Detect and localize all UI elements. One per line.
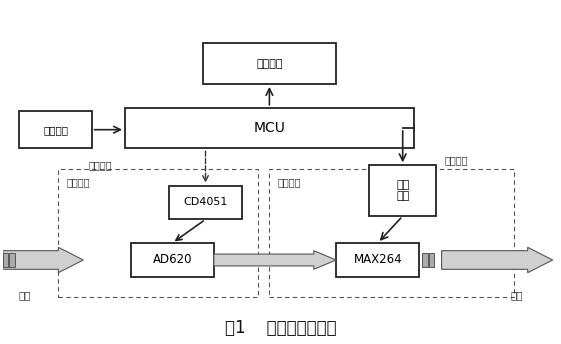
Text: AD620: AD620 xyxy=(153,254,192,267)
Text: MAX264: MAX264 xyxy=(353,254,402,267)
Bar xyxy=(422,253,428,267)
Bar xyxy=(125,108,414,148)
Bar xyxy=(20,111,91,148)
Text: 键盘输入: 键盘输入 xyxy=(43,125,68,135)
Text: 参数设置: 参数设置 xyxy=(89,160,112,170)
Text: 参数设置: 参数设置 xyxy=(444,155,468,165)
Bar xyxy=(169,185,242,219)
Text: 放大单元: 放大单元 xyxy=(67,177,90,187)
Text: MCU: MCU xyxy=(254,121,286,135)
Bar xyxy=(3,253,8,267)
FancyArrow shape xyxy=(3,247,84,273)
Bar xyxy=(58,169,258,297)
Bar xyxy=(269,169,514,297)
FancyArrow shape xyxy=(214,251,336,269)
Bar xyxy=(429,253,434,267)
Bar xyxy=(131,243,214,277)
Bar xyxy=(336,243,420,277)
Text: 电平
转换: 电平 转换 xyxy=(396,180,410,202)
Text: CD4051: CD4051 xyxy=(183,197,228,207)
Bar xyxy=(369,165,436,216)
Text: 滤波单元: 滤波单元 xyxy=(278,177,301,187)
Bar xyxy=(10,253,15,267)
Bar xyxy=(203,43,336,84)
Text: 输入: 输入 xyxy=(19,291,31,301)
FancyArrow shape xyxy=(442,247,553,273)
Text: 液晶显示: 液晶显示 xyxy=(256,59,283,69)
Text: 图1    系统基本结构图: 图1 系统基本结构图 xyxy=(225,319,336,337)
Text: 输出: 输出 xyxy=(511,291,523,301)
